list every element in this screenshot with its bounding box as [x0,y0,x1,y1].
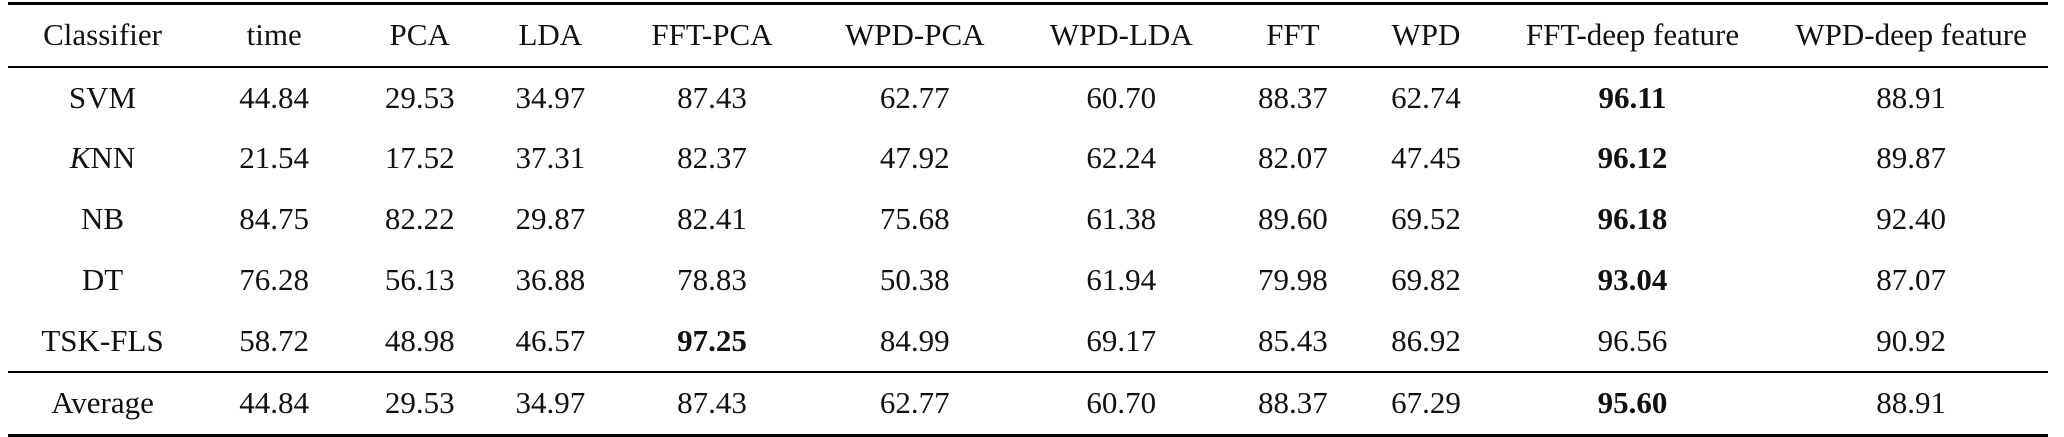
value-cell: 79.98 [1258,262,1328,297]
value-cell: 36.88 [515,262,586,297]
value-cell: 29.87 [515,201,586,236]
classifier-name: SVM [68,79,137,115]
value-cell: 76.28 [239,262,310,297]
header-classifier: Classifier [8,2,198,68]
best-value-cell: 97.25 [612,310,812,373]
average-row: Average 44.84 29.53 34.97 87.43 62.77 60… [8,371,2048,437]
header-fft-deep-feature: FFT-deep feature [1490,2,1775,68]
value-cell: 56.13 [384,262,455,297]
classifier-cell: SVM [8,67,197,128]
table-row: SVM 44.84 29.53 34.97 87.43 62.77 60.70 … [8,67,2048,128]
best-value-cell: 96.12 [1597,140,1668,175]
header-row: Classifier time PCA LDA FFT-PCA WPD-PCA … [8,2,2048,68]
value-cell: 82.41 [677,201,747,236]
value-cell: 48.98 [351,310,489,373]
classifier-name: NB [80,201,125,236]
value-cell: 89.87 [1876,140,1947,175]
average-value-cell: 34.97 [488,371,613,437]
value-cell: 89.60 [1258,201,1328,236]
value-cell: 50.38 [879,262,950,297]
value-cell: 61.38 [1086,201,1157,236]
value-cell: 21.54 [239,140,310,175]
value-cell: 61.94 [1086,262,1157,297]
value-cell: 75.68 [879,201,950,236]
table-row: TSK-FLS 58.72 48.98 46.57 97.25 84.99 69… [8,310,2048,373]
best-value-cell: 96.11 [1598,79,1667,115]
value-cell: 29.53 [384,79,455,115]
value-cell: 62.74 [1391,79,1461,115]
header-wpd: WPD [1361,2,1491,68]
value-cell: 87.07 [1876,262,1947,297]
results-table-container: Classifier time PCA LDA FFT-PCA WPD-PCA … [8,2,2048,437]
value-cell: 82.22 [384,201,455,236]
header-wpd-deep-feature: WPD-deep feature [1774,2,2048,68]
value-cell: 90.92 [1774,310,2048,373]
header-fft-pca: FFT-PCA [612,2,812,68]
header-fft: FFT [1224,2,1362,68]
value-cell: 44.84 [239,79,310,115]
value-cell: 88.91 [1876,79,1947,115]
classifier-cell: KNN [8,128,197,189]
table-row: DT 76.28 56.13 36.88 78.83 50.38 61.94 7… [8,250,2048,311]
header-time: time [197,2,352,68]
best-value-cell: 93.04 [1597,262,1668,297]
classifier-cell: NB [8,189,197,250]
value-cell: 34.97 [515,79,586,115]
value-cell: 47.45 [1391,140,1461,175]
average-value-cell: 44.84 [197,371,352,437]
average-value-cell: 88.91 [1774,371,2048,437]
value-cell: 60.70 [1086,79,1157,115]
classifier-cell: DT [8,250,197,311]
value-cell: 92.40 [1876,201,1947,236]
value-cell: 69.17 [1018,310,1225,373]
value-cell: 47.92 [879,140,950,175]
value-cell: 69.82 [1391,262,1461,297]
header-wpd-lda: WPD-LDA [1018,2,1225,68]
average-value-cell: 87.43 [612,371,812,437]
value-cell: 69.52 [1391,201,1461,236]
value-cell: 58.72 [197,310,352,373]
table-row: NB 84.75 82.22 29.87 82.41 75.68 61.38 8… [8,189,2048,250]
value-cell: 82.07 [1258,140,1328,175]
header-lda: LDA [488,2,613,68]
value-cell: 88.37 [1258,79,1328,115]
value-cell: 86.92 [1361,310,1491,373]
value-cell: 62.24 [1086,140,1157,175]
value-cell: 87.43 [677,79,747,115]
value-cell: 96.56 [1490,310,1775,373]
value-cell: 37.31 [515,140,586,175]
classifier-name: TSK-FLS [41,322,164,358]
average-value-cell: 67.29 [1361,371,1491,437]
best-average-value-cell: 95.60 [1490,371,1775,437]
value-cell: 78.83 [677,262,747,297]
best-value-cell: 96.18 [1597,201,1668,236]
value-cell: 84.75 [239,201,310,236]
value-cell: 82.37 [677,140,747,175]
classifier-name: DT [81,262,124,297]
classifier-name: NN [90,140,136,175]
header-pca: PCA [351,2,489,68]
classifier-prefix: K [69,140,91,175]
average-value-cell: 60.70 [1018,371,1225,437]
value-cell: 46.57 [488,310,613,373]
value-cell: 62.77 [879,79,950,115]
average-value-cell: 88.37 [1224,371,1362,437]
average-value-cell: 29.53 [351,371,489,437]
value-cell: 85.43 [1224,310,1362,373]
header-wpd-pca: WPD-PCA [811,2,1018,68]
table-row: KNN 21.54 17.52 37.31 82.37 47.92 62.24 … [8,128,2048,189]
value-cell: 17.52 [384,140,455,175]
average-value-cell: 62.77 [811,371,1018,437]
average-label: Average [8,371,198,437]
value-cell: 84.99 [811,310,1018,373]
classifier-cell: TSK-FLS [8,310,198,373]
results-table: Classifier time PCA LDA FFT-PCA WPD-PCA … [8,2,2048,437]
